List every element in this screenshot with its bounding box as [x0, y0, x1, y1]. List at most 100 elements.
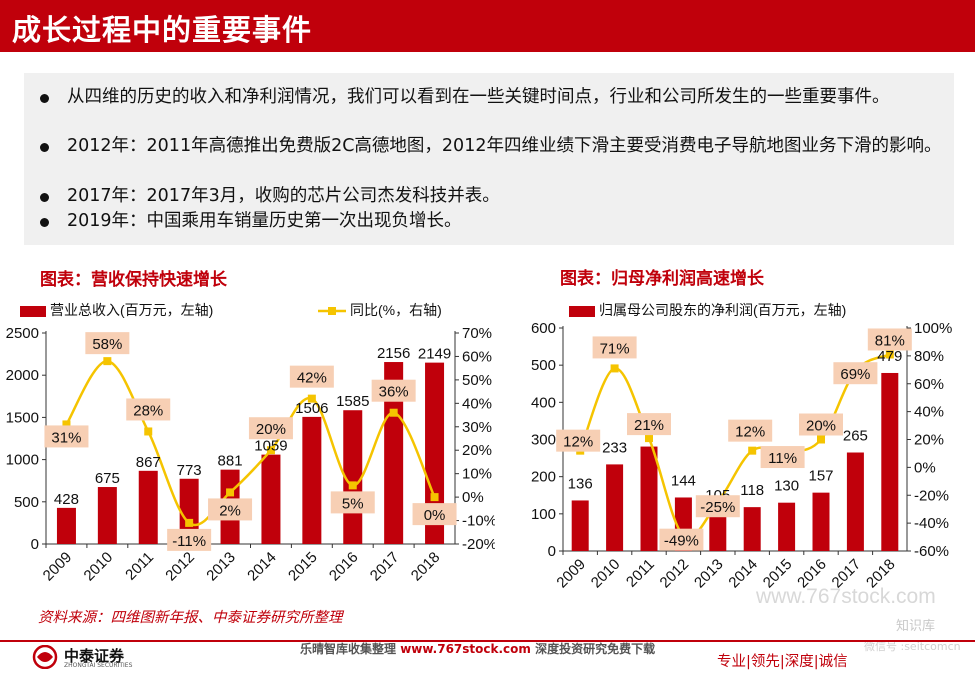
pct-label: 0%: [424, 507, 446, 524]
bullet-text: 2019年：中国乘用车销量历史第一次出现负增长。: [67, 211, 462, 231]
bar-value-label: 479: [877, 348, 902, 365]
y-tick-label: 100: [531, 506, 556, 523]
growth-marker: [430, 493, 439, 502]
bar: [778, 502, 796, 551]
x-tick-label: 2014: [244, 549, 280, 585]
y2-tick-label: -20%: [914, 487, 949, 504]
bar-value-label: 2149: [418, 346, 451, 363]
x-tick-label: 2010: [81, 549, 117, 585]
pct-label-box: [248, 417, 293, 440]
pct-label: 31%: [51, 429, 81, 446]
pct-label: 81%: [875, 332, 905, 349]
growth-marker: [885, 350, 894, 359]
x-tick-label: 2018: [408, 549, 444, 585]
growth-marker: [389, 408, 398, 417]
pct-label-box: [556, 429, 601, 452]
bar-value-label: 773: [177, 462, 202, 479]
y-tick-label: 1500: [6, 409, 39, 426]
x-tick-label: 2011: [122, 549, 157, 584]
y-tick-label: 500: [14, 494, 39, 511]
growth-marker: [266, 446, 275, 455]
bar-value-label: 2156: [377, 345, 410, 362]
pct-label: -11%: [172, 533, 206, 550]
x-tick-label: 2017: [367, 549, 403, 585]
pct-label: 5%: [342, 495, 364, 512]
growth-marker: [348, 481, 357, 490]
y2-tick-label: -10%: [462, 513, 495, 530]
legend-bar-label: 归属母公司股东的净利润(百万元，左轴): [599, 302, 846, 318]
y-tick-label: 400: [531, 394, 556, 411]
y2-tick-label: -40%: [914, 515, 949, 532]
growth-line: [65, 359, 436, 527]
y2-tick-label: 0%: [462, 489, 484, 506]
x-tick-label: 2013: [203, 549, 239, 585]
footer-ad-url[interactable]: www.767stock.com: [400, 642, 531, 656]
y2-tick-label: 60%: [914, 376, 944, 393]
title-bar: 成长过程中的重要事件: [0, 0, 975, 52]
bar-value-label: 157: [808, 468, 833, 485]
legend-bar-swatch: [20, 306, 46, 317]
bar: [812, 492, 830, 551]
x-tick-label: 2012: [162, 549, 198, 585]
growth-marker: [307, 394, 316, 403]
bar-value-label: 1585: [336, 393, 369, 410]
y2-tick-label: 20%: [462, 442, 492, 459]
bar: [302, 416, 322, 544]
growth-marker: [226, 488, 235, 497]
bullet-item: 2017年：2017年3月，收购的芯片公司杰发科技并表。: [40, 184, 945, 209]
y2-tick-label: 40%: [462, 395, 492, 412]
bar: [179, 478, 199, 544]
y2-tick-label: 80%: [914, 348, 944, 365]
bar: [261, 454, 281, 544]
chart-title-profit: 图表：归母净利润高速增长: [560, 269, 764, 289]
bar: [881, 372, 899, 551]
bar: [743, 507, 761, 551]
watermark-url: www.767stock.com: [756, 585, 936, 608]
pct-label: 12%: [563, 434, 593, 451]
company-name-en: ZHONGTAI SECURITIES: [64, 662, 133, 669]
pct-label-box: [867, 328, 912, 351]
pct-label-box: [659, 528, 704, 551]
x-tick-label: 2011: [623, 556, 658, 591]
pct-label: -25%: [700, 499, 735, 516]
pct-label-box: [208, 498, 253, 521]
growth-marker: [62, 420, 71, 429]
bar: [846, 452, 864, 551]
bullet-item: 2012年：2011年高德推出免费版2C高德地图，2012年四维业绩下滑主要受消…: [40, 134, 945, 159]
pct-label: 2%: [219, 502, 241, 519]
y-tick-label: 500: [531, 357, 556, 374]
footer-ad: 乐晴智库收集整理 www.767stock.com 深度投资研究免费下载: [300, 640, 655, 657]
pct-label-box: [44, 425, 89, 448]
x-tick-label: 2009: [553, 556, 589, 592]
pct-label: 20%: [256, 421, 286, 438]
pct-label-box: [627, 413, 671, 436]
growth-marker: [817, 435, 825, 444]
x-tick-label: 2016: [326, 549, 362, 585]
bar-value-label: 233: [602, 439, 627, 456]
bar: [606, 464, 624, 551]
growth-marker: [610, 364, 619, 373]
pct-label-box: [695, 495, 740, 518]
bar: [97, 487, 117, 544]
source-note: 资料来源：四维图新年报、中泰证券研究所整理: [38, 610, 343, 626]
bullet-item: 从四维的历史的收入和净利润情况，我们可以看到在一些关键时间点，行业和公司所发生的…: [40, 85, 945, 110]
pct-label: 42%: [297, 370, 327, 387]
pct-label-box: [126, 398, 171, 421]
bar-value-label: 136: [568, 475, 593, 492]
bar-value-label: 118: [740, 482, 764, 499]
pct-label-box: [371, 379, 416, 402]
pct-label-box: [799, 413, 843, 436]
pct-label: 12%: [735, 424, 765, 441]
bullet-text: 2012年：2011年高德推出免费版2C高德地图，2012年四维业绩下滑主要受消…: [67, 136, 942, 156]
bar: [425, 362, 445, 544]
y2-tick-label: 30%: [462, 419, 492, 436]
watermark-brand: 知识库: [896, 619, 936, 634]
x-tick-label: 2013: [691, 556, 727, 592]
x-tick-label: 2010: [588, 556, 624, 592]
y2-tick-label: 10%: [462, 466, 492, 483]
bullet-dot-icon: [40, 193, 49, 202]
bar-value-label: 130: [774, 478, 799, 495]
bar-value-label: 867: [136, 454, 161, 471]
y2-tick-label: 0%: [914, 459, 936, 476]
footer-ad-prefix: 乐晴智库收集整理: [300, 642, 401, 656]
